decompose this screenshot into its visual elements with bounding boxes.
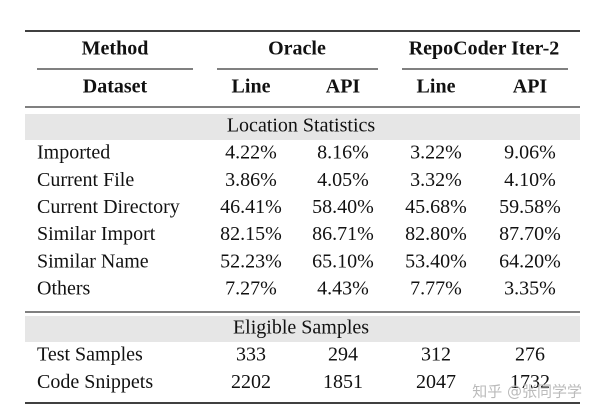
cell: 4.22%: [225, 142, 277, 164]
header-column: API: [513, 76, 548, 98]
cell: 65.10%: [312, 250, 374, 272]
header-group: RepoCoder Iter-2: [409, 38, 560, 60]
cell: 2047: [416, 371, 456, 393]
watermark: 知乎 @张同学学: [472, 383, 582, 401]
cell: 3.22%: [410, 142, 462, 164]
row-label: Similar Name: [37, 250, 149, 272]
cell: 58.40%: [312, 196, 374, 218]
section-title: Location Statistics: [227, 115, 376, 137]
cell: 45.68%: [405, 196, 467, 218]
cell: 7.77%: [410, 278, 462, 300]
header-column: Line: [232, 76, 271, 98]
cell: 64.20%: [499, 250, 561, 272]
row-label: Imported: [37, 142, 110, 164]
cell: 3.32%: [410, 169, 462, 191]
cell: 53.40%: [405, 250, 467, 272]
cell: 3.35%: [504, 278, 556, 300]
section-title: Eligible Samples: [233, 317, 369, 339]
cell: 86.71%: [312, 223, 374, 245]
cell: 59.58%: [499, 196, 561, 218]
cell: 52.23%: [220, 250, 282, 272]
cell: 87.70%: [499, 223, 561, 245]
section-band: [25, 316, 580, 342]
row-label: Code Snippets: [37, 371, 153, 393]
cell: 4.10%: [504, 169, 556, 191]
cell: 294: [328, 344, 358, 366]
cell: 4.43%: [317, 278, 369, 300]
row-label: Test Samples: [37, 344, 143, 366]
row-label: Current Directory: [37, 196, 180, 218]
cell: 1732: [510, 371, 550, 393]
cell: 46.41%: [220, 196, 282, 218]
cell: 9.06%: [504, 142, 556, 164]
cell: 333: [236, 344, 266, 366]
cell: 7.27%: [225, 278, 277, 300]
cell: 3.86%: [225, 169, 277, 191]
cell: 82.80%: [405, 223, 467, 245]
row-label: Current File: [37, 169, 134, 191]
header-column: API: [326, 76, 361, 98]
cell: 1851: [323, 371, 363, 393]
header-method: Method: [82, 38, 149, 60]
cell: 82.15%: [220, 223, 282, 245]
cell: 276: [515, 344, 545, 366]
row-label: Others: [37, 278, 91, 300]
cell: 312: [421, 344, 451, 366]
cell: 2202: [231, 371, 271, 393]
header-dataset: Dataset: [83, 76, 148, 98]
header-group: Oracle: [268, 38, 326, 60]
cell: 8.16%: [317, 142, 369, 164]
header-column: Line: [417, 76, 456, 98]
cell: 4.05%: [317, 169, 369, 191]
section-band: [25, 114, 580, 140]
row-label: Similar Import: [37, 223, 156, 245]
